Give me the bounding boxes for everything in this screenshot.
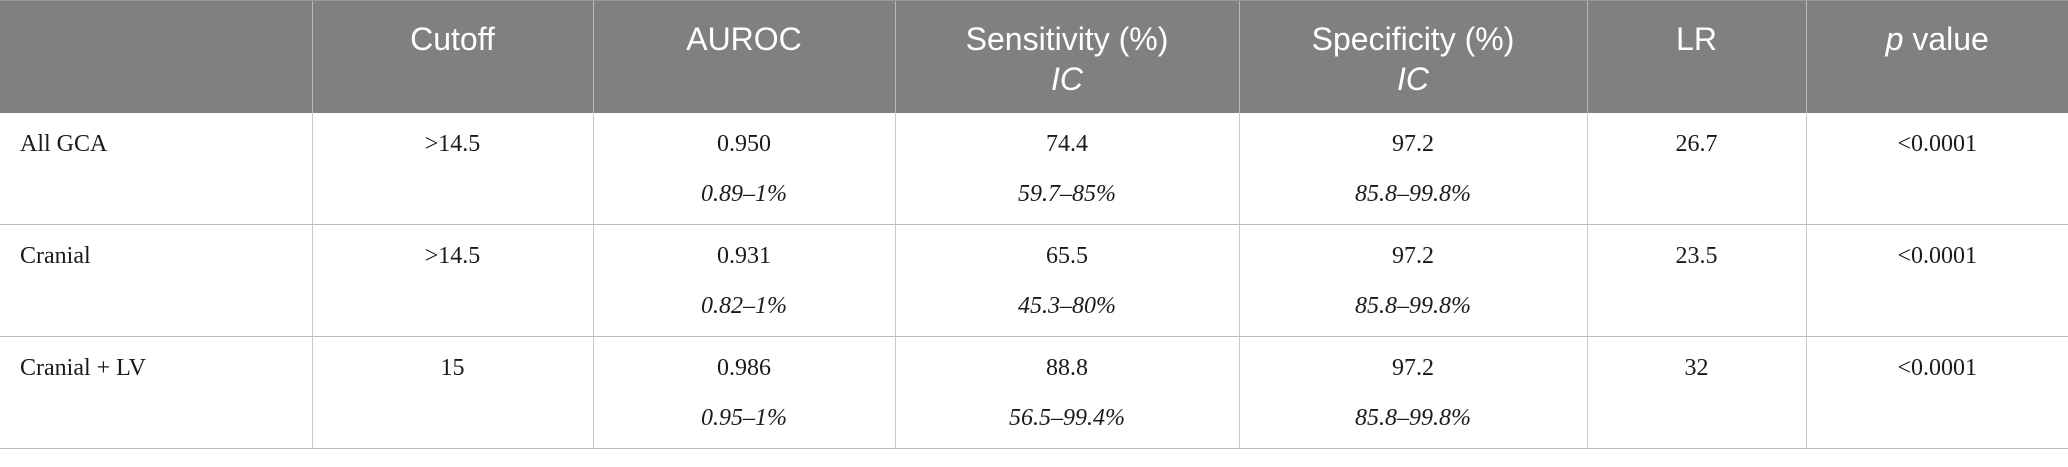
auroc-ci: 0.82–1% xyxy=(701,293,787,319)
header-cell-empty xyxy=(0,0,312,113)
row-label: Cranial xyxy=(0,224,312,337)
specificity-cell: 97.2 85.8–99.8% xyxy=(1238,112,1587,225)
p-value-cell: <0.0001 xyxy=(1805,112,2068,225)
auroc-value: 0.986 xyxy=(717,355,771,381)
header-sensitivity-sub: IC xyxy=(1051,61,1083,97)
specificity-value: 97.2 xyxy=(1392,243,1434,269)
sensitivity-ci: 45.3–80% xyxy=(1018,293,1116,319)
header-specificity-sub: IC xyxy=(1397,61,1429,97)
p-value-cell: <0.0001 xyxy=(1805,336,2068,449)
sensitivity-value: 65.5 xyxy=(1046,243,1088,269)
p-value-cell: <0.0001 xyxy=(1805,224,2068,337)
specificity-ci: 85.8–99.8% xyxy=(1355,180,1471,207)
auroc-ci: 0.95–1% xyxy=(701,405,787,431)
auroc-value: 0.931 xyxy=(717,243,771,269)
auroc-cell: 0.950 0.89–1% xyxy=(592,112,895,225)
auroc-cell: 0.986 0.95–1% xyxy=(592,336,895,449)
table-row: All GCA >14.5 0.950 0.89–1% 74.4 59.7–85% … xyxy=(0,112,2068,225)
lr-cell: 23.5 xyxy=(1586,224,1806,337)
header-sensitivity: Sensitivity (%) IC xyxy=(894,0,1239,113)
results-table-container: Cutoff AUROC Sensitivity (%) IC Specific… xyxy=(0,0,2068,449)
auroc-ci: 0.89–1% xyxy=(701,180,787,207)
header-row: Cutoff AUROC Sensitivity (%) IC Specific… xyxy=(0,0,2068,113)
header-specificity: Specificity (%) IC xyxy=(1238,0,1587,113)
specificity-ci: 85.8–99.8% xyxy=(1355,405,1471,431)
header-p-value-label: value xyxy=(1903,21,1989,57)
cutoff-cell: 15 xyxy=(311,336,593,449)
cutoff-cell: >14.5 xyxy=(311,224,593,337)
table-row: Cranial >14.5 0.931 0.82–1% 65.5 45.3–80% … xyxy=(0,224,2068,337)
header-specificity-label: Specificity (%) xyxy=(1311,21,1515,57)
sensitivity-ci: 56.5–99.4% xyxy=(1009,405,1125,431)
sensitivity-cell: 65.5 45.3–80% xyxy=(894,224,1239,337)
auroc-value: 0.950 xyxy=(717,130,771,157)
table-body: All GCA >14.5 0.950 0.89–1% 74.4 59.7–85% … xyxy=(0,112,2068,449)
table-row: Cranial + LV 15 0.986 0.95–1% 88.8 56.5–99… xyxy=(0,336,2068,449)
header-lr: LR xyxy=(1586,0,1806,113)
sensitivity-ci: 59.7–85% xyxy=(1018,180,1116,207)
auroc-cell: 0.931 0.82–1% xyxy=(592,224,895,337)
specificity-cell: 97.2 85.8–99.8% xyxy=(1238,224,1587,337)
header-auroc: AUROC xyxy=(592,0,895,113)
table-header: Cutoff AUROC Sensitivity (%) IC Specific… xyxy=(0,0,2068,113)
specificity-value: 97.2 xyxy=(1392,130,1434,157)
specificity-ci: 85.8–99.8% xyxy=(1355,293,1471,319)
sensitivity-value: 74.4 xyxy=(1046,130,1088,157)
row-label: Cranial + LV xyxy=(0,336,312,449)
sensitivity-cell: 88.8 56.5–99.4% xyxy=(894,336,1239,449)
header-p-italic: p xyxy=(1885,21,1904,57)
specificity-value: 97.2 xyxy=(1392,355,1434,381)
header-p-value: p value xyxy=(1805,0,2068,113)
row-label: All GCA xyxy=(0,112,312,225)
specificity-cell: 97.2 85.8–99.8% xyxy=(1238,336,1587,449)
lr-cell: 26.7 xyxy=(1586,112,1806,225)
results-table: Cutoff AUROC Sensitivity (%) IC Specific… xyxy=(0,0,2068,449)
cutoff-cell: >14.5 xyxy=(311,112,593,225)
sensitivity-value: 88.8 xyxy=(1046,355,1088,381)
header-cutoff: Cutoff xyxy=(311,0,593,113)
sensitivity-cell: 74.4 59.7–85% xyxy=(894,112,1239,225)
lr-cell: 32 xyxy=(1586,336,1806,449)
header-sensitivity-label: Sensitivity (%) xyxy=(965,21,1169,57)
